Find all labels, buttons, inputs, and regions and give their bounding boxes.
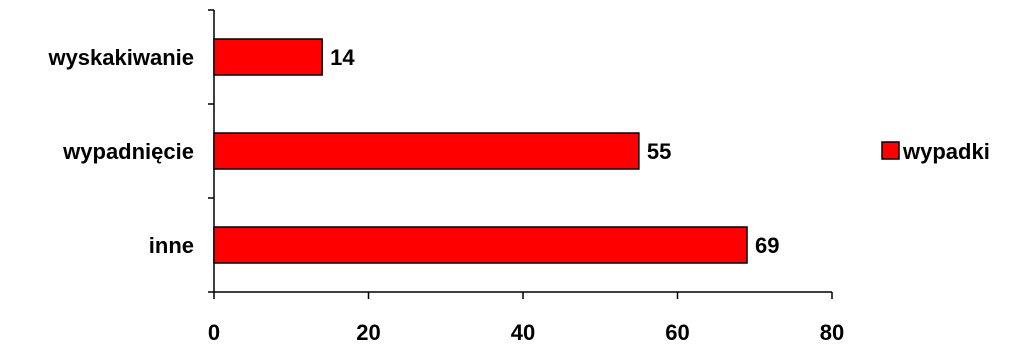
category-label: wypadnięcie	[62, 139, 194, 164]
bar	[213, 38, 323, 76]
labels: wyskakiwanie 14 wypadnięcie 55 inne 69	[47, 45, 779, 258]
legend-label: wypadki	[902, 139, 990, 164]
bar	[213, 132, 640, 170]
data-label: 69	[755, 233, 779, 258]
data-label: 55	[647, 139, 671, 164]
x-tick-label: 20	[356, 320, 380, 345]
category-label: inne	[149, 233, 194, 258]
axes: 0 20 40 60 80	[208, 9, 844, 345]
category-label: wyskakiwanie	[47, 45, 194, 70]
data-label: 14	[330, 45, 355, 70]
x-tick-label: 40	[511, 320, 535, 345]
bar	[213, 226, 748, 264]
legend-swatch	[881, 141, 900, 160]
legend: wypadki	[881, 139, 990, 164]
x-tick-label: 80	[820, 320, 844, 345]
x-tick-label: 0	[208, 320, 220, 345]
bars	[213, 38, 748, 264]
x-tick-label: 60	[665, 320, 689, 345]
